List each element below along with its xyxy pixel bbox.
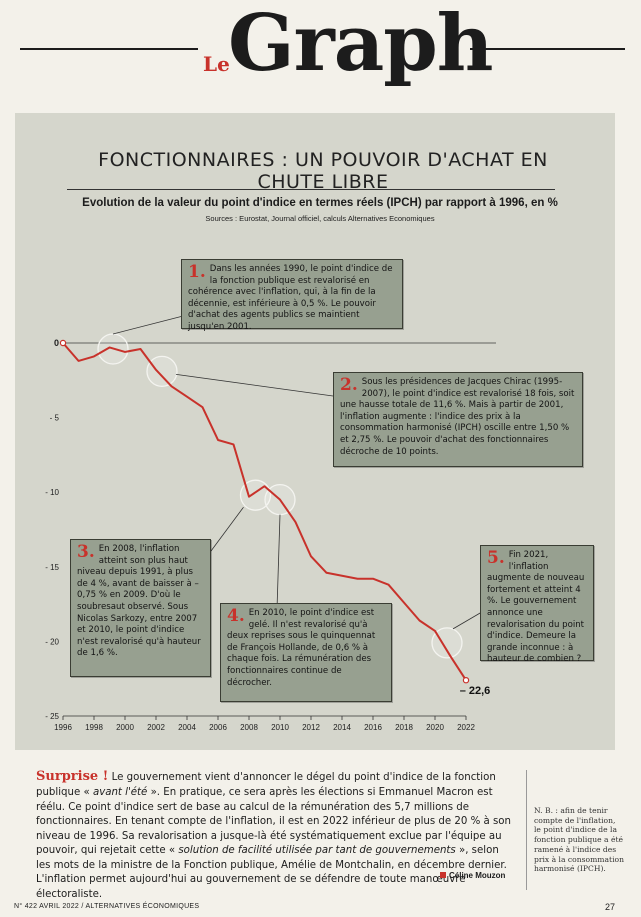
annotation-1-text: Dans les années 1990, le point d'indice … [188, 264, 393, 332]
annotation-4: 4. En 2010, le point d'indice est gelé. … [220, 603, 392, 702]
series-group [59, 339, 467, 681]
series-start-marker [59, 339, 67, 347]
annotation-4-number: 4. [227, 606, 245, 626]
article-quote-2: solution de facilité utilisée par tant d… [178, 845, 456, 857]
y-tick-label: - 20 [45, 637, 59, 646]
masthead-rule-right [470, 48, 625, 50]
x-axis: 1996 1998 2000 2002 2004 2006 2008 2010 2012 2014… [54, 715, 475, 732]
annotation-2-number: 2. [340, 375, 358, 395]
annotation-2-text: Sous les présidences de Jacques Chirac (… [340, 377, 575, 457]
y-tick-label: 0 [54, 338, 59, 348]
annotation-5-text: Fin 2021, l'inflation augmente de nouvea… [487, 550, 585, 665]
annotation-4-text: En 2010, le point d'indice est gelé. Il … [227, 608, 376, 688]
article-text: Surprise ! Le gouvernement vient d'annon… [36, 768, 514, 902]
x-tick-label: 2022 [457, 723, 475, 732]
x-tick-label: 2012 [302, 723, 320, 732]
annotation-1-number: 1. [188, 262, 206, 282]
article-quote-1: avant l'été [92, 787, 148, 799]
x-tick-label: 2016 [364, 723, 382, 732]
x-tick-label: 2006 [209, 723, 227, 732]
x-tick-label: 2000 [116, 723, 134, 732]
chart-panel: FONCTIONNAIRES : UN POUVOIR D'ACHAT EN C… [15, 113, 615, 750]
y-tick-label: - 15 [45, 563, 59, 572]
x-tick-label: 2002 [147, 723, 165, 732]
series-end-marker [462, 676, 470, 684]
chart-sources: Sources : Eurostat, Journal officiel, ca… [205, 214, 435, 223]
chart-subtitle: Evolution de la valeur du point d'indice… [82, 197, 558, 209]
article-part-2: ». En pratique, ce sera après les électi… [36, 787, 511, 857]
footer-issue: N° 422 AVRIL 2022 / ALTERNATIVES ÉCONOMI… [14, 903, 200, 910]
annotation-3-text: En 2008, l'inflation atteint son plus ha… [77, 544, 201, 659]
highlight-circle-5 [431, 627, 463, 659]
leader-line-2 [175, 373, 334, 397]
masthead-title: Graph [228, 0, 493, 89]
nb-note: N. B. : afin de tenir compte de l'inflat… [534, 806, 624, 874]
x-tick-label: 2010 [271, 723, 289, 732]
y-tick-label: - 25 [45, 712, 59, 721]
masthead: Le Graph [0, 0, 641, 100]
article-part-1: Le gouvernement vient d'annoncer le dége… [36, 772, 496, 799]
x-tick-label: 2008 [240, 723, 258, 732]
title-rule [67, 189, 555, 190]
x-tick-label: 2018 [395, 723, 413, 732]
x-tick-label: 2020 [426, 723, 444, 732]
y-tick-label: - 5 [50, 414, 60, 423]
masthead-rule-left [20, 48, 198, 50]
article-part-3: », selon les mots de la ministre de la F… [36, 845, 507, 900]
annotation-2: 2. Sous les présidences de Jacques Chira… [333, 372, 583, 467]
nb-divider [526, 770, 527, 890]
article-lead: Surprise ! [36, 769, 109, 784]
x-tick-label: 2014 [333, 723, 351, 732]
annotation-5: 5. Fin 2021, l'inflation augmente de nou… [480, 545, 594, 665]
y-axis: 0 - 5 - 10 - 15 - 20 - 25 [45, 338, 496, 721]
leader-line-4 [276, 514, 281, 610]
annotation-3-number: 3. [77, 542, 95, 562]
final-value: – 22,6 [460, 676, 491, 697]
y-tick-label: - 10 [45, 488, 59, 497]
leader-line-3 [210, 506, 244, 552]
x-tick-label: 1996 [54, 723, 72, 732]
masthead-le: Le [203, 52, 230, 76]
series-line-point-indice [62, 342, 467, 681]
page-number: 27 [605, 902, 616, 912]
final-value-label: – 22,6 [460, 685, 491, 697]
line-chart: 0 - 5 - 10 - 15 - 20 - 25 1996 1998 2000 2002 200… [45, 314, 496, 732]
x-tick-label: 2004 [178, 723, 196, 732]
annotation-5-number: 5. [487, 548, 505, 568]
article-author: Céline Mouzon [440, 871, 505, 880]
leader-line-1 [112, 314, 188, 335]
annotation-3: 3. En 2008, l'inflation atteint son plus… [70, 539, 211, 677]
highlight-circle-2 [146, 355, 178, 387]
x-tick-label: 1998 [85, 723, 103, 732]
annotation-1: 1. Dans les années 1990, le point d'indi… [181, 259, 403, 332]
chart-title: FONCTIONNAIRES : UN POUVOIR D'ACHAT EN C… [98, 149, 548, 193]
